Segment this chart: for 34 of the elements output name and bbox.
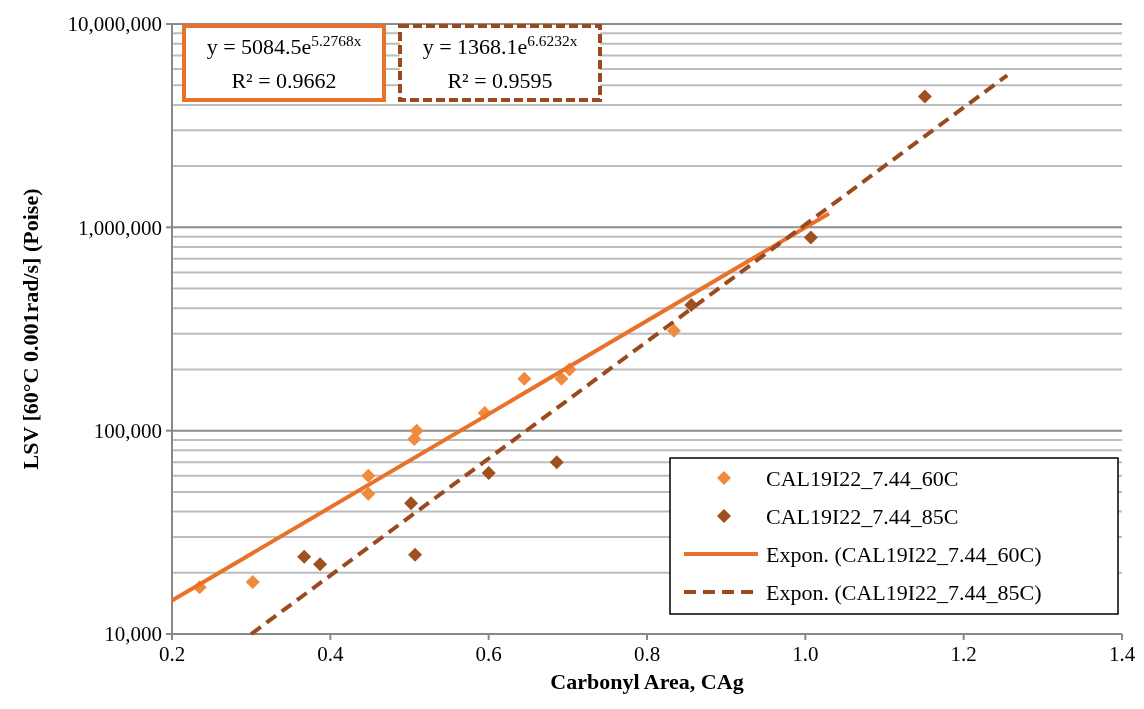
legend-label: Expon. (CAL19I22_7.44_85C) bbox=[766, 579, 1042, 605]
point bbox=[481, 465, 496, 480]
y-tick-label: 100,000 bbox=[93, 419, 162, 444]
x-tick-label: 1.2 bbox=[950, 642, 977, 666]
point bbox=[361, 468, 376, 483]
x-tick-label: 1.4 bbox=[1108, 642, 1136, 666]
point bbox=[554, 371, 569, 386]
annotation: y = 5084.5e$^{5.2768x}$ bbox=[206, 31, 362, 59]
point bbox=[297, 549, 312, 564]
point bbox=[549, 455, 564, 470]
y-tick-label: 1,000,000 bbox=[78, 215, 162, 240]
point bbox=[361, 486, 376, 501]
point bbox=[408, 547, 423, 562]
legend-label: Expon. (CAL19I22_7.44_60C) bbox=[766, 541, 1042, 567]
annotation: R² = 0.9595 bbox=[447, 68, 553, 93]
y-tick-label: 10,000,000 bbox=[67, 12, 162, 37]
point bbox=[404, 496, 419, 511]
y-axis-title: LSV [60°C 0.001rad/s] (Poise) bbox=[18, 188, 43, 470]
x-tick-label: 0.8 bbox=[633, 642, 661, 666]
point bbox=[917, 89, 932, 104]
point bbox=[666, 323, 681, 338]
x-tick-label: 0.4 bbox=[317, 642, 344, 666]
annotation: y = 1368.1e$^{6.6232x}$ bbox=[422, 31, 578, 59]
x-tick-label: 0.6 bbox=[475, 642, 502, 666]
x-tick-label: 1.0 bbox=[792, 642, 819, 666]
point bbox=[409, 423, 424, 438]
x-axis-title: Carbonyl Area, CAg bbox=[550, 669, 744, 694]
point bbox=[245, 575, 260, 590]
point bbox=[803, 230, 818, 245]
point bbox=[313, 557, 328, 572]
point bbox=[517, 371, 532, 386]
legend-label: CAL19I22_7.44_85C bbox=[766, 503, 959, 529]
annotation: R² = 0.9662 bbox=[231, 68, 337, 93]
legend-label: CAL19I22_7.44_60C bbox=[766, 465, 959, 491]
